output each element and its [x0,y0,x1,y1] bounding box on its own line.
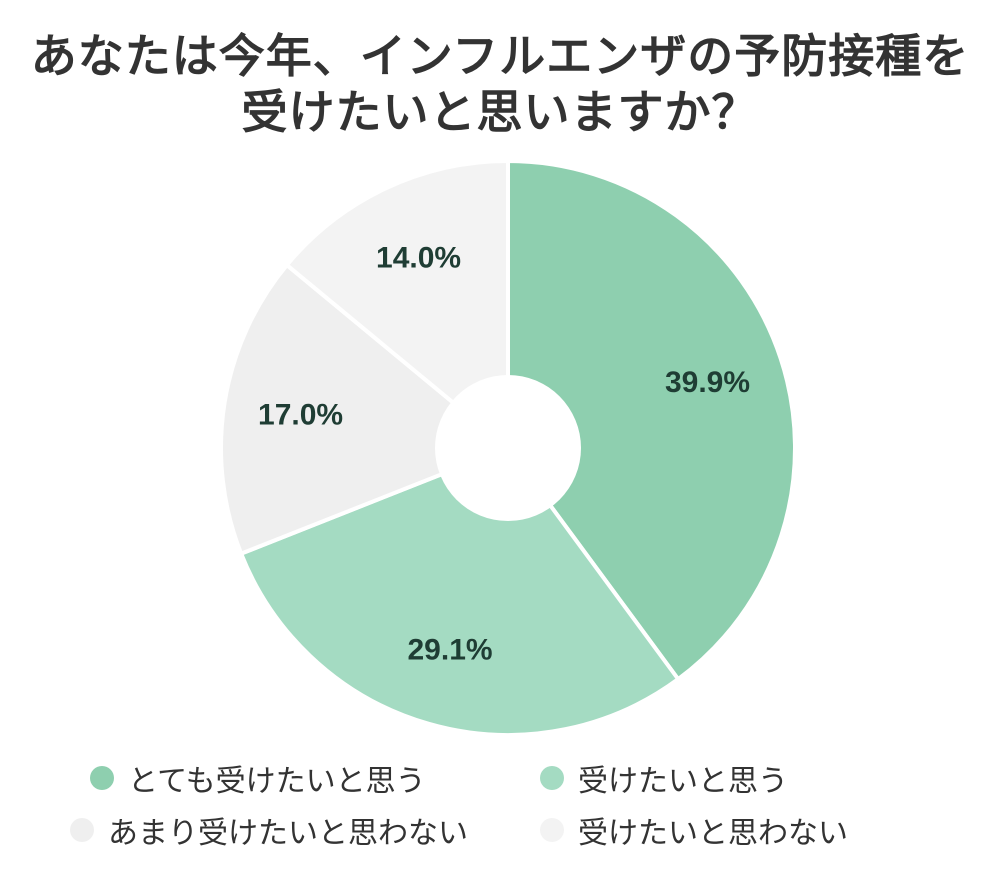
legend-item-not-want: 受けたいと思わない [540,808,848,852]
legend-item-want: 受けたいと思う [540,756,788,800]
slice-value-label: 39.9% [665,366,750,399]
legend-item-not-really-want: あまり受けたいと思わない [70,808,540,852]
chart-title: あなたは今年、インフルエンザの予防接種を 受けたいと思いますか？ [0,28,1000,140]
chart-title-line-2: 受けたいと思いますか？ [241,85,759,139]
slice-value-label: 17.0% [258,399,343,432]
legend-item-strongly-want: とても受けたいと思う [70,756,540,800]
legend-row: とても受けたいと思う 受けたいと思う [70,752,970,804]
chart-title-line-1: あなたは今年、インフルエンザの予防接種を [30,29,970,83]
legend-label: 受けたいと思う [578,764,788,799]
legend-row: あまり受けたいと思わない 受けたいと思わない [70,804,970,856]
legend-label: 受けたいと思わない [578,816,848,851]
pie-chart: 39.9% 29.1% 17.0% 14.0% [219,159,797,737]
legend-label: あまり受けたいと思わない [108,816,468,851]
slice-not-really-want [219,263,510,556]
legend-swatch [90,766,114,790]
legend-swatch [540,766,564,790]
donut-hole [435,375,581,521]
legend-swatch [540,818,564,842]
legend-label: とても受けたいと思う [128,764,426,799]
slice-not-want [284,159,510,450]
slice-value-label: 29.1% [408,633,493,666]
legend: とても受けたいと思う 受けたいと思う あまり受けたいと思わない 受けたいと思わな… [70,752,970,856]
slice-value-label: 14.0% [376,241,461,274]
slice-want [239,446,681,737]
legend-swatch [70,818,94,842]
slice-strongly-want [506,159,797,682]
